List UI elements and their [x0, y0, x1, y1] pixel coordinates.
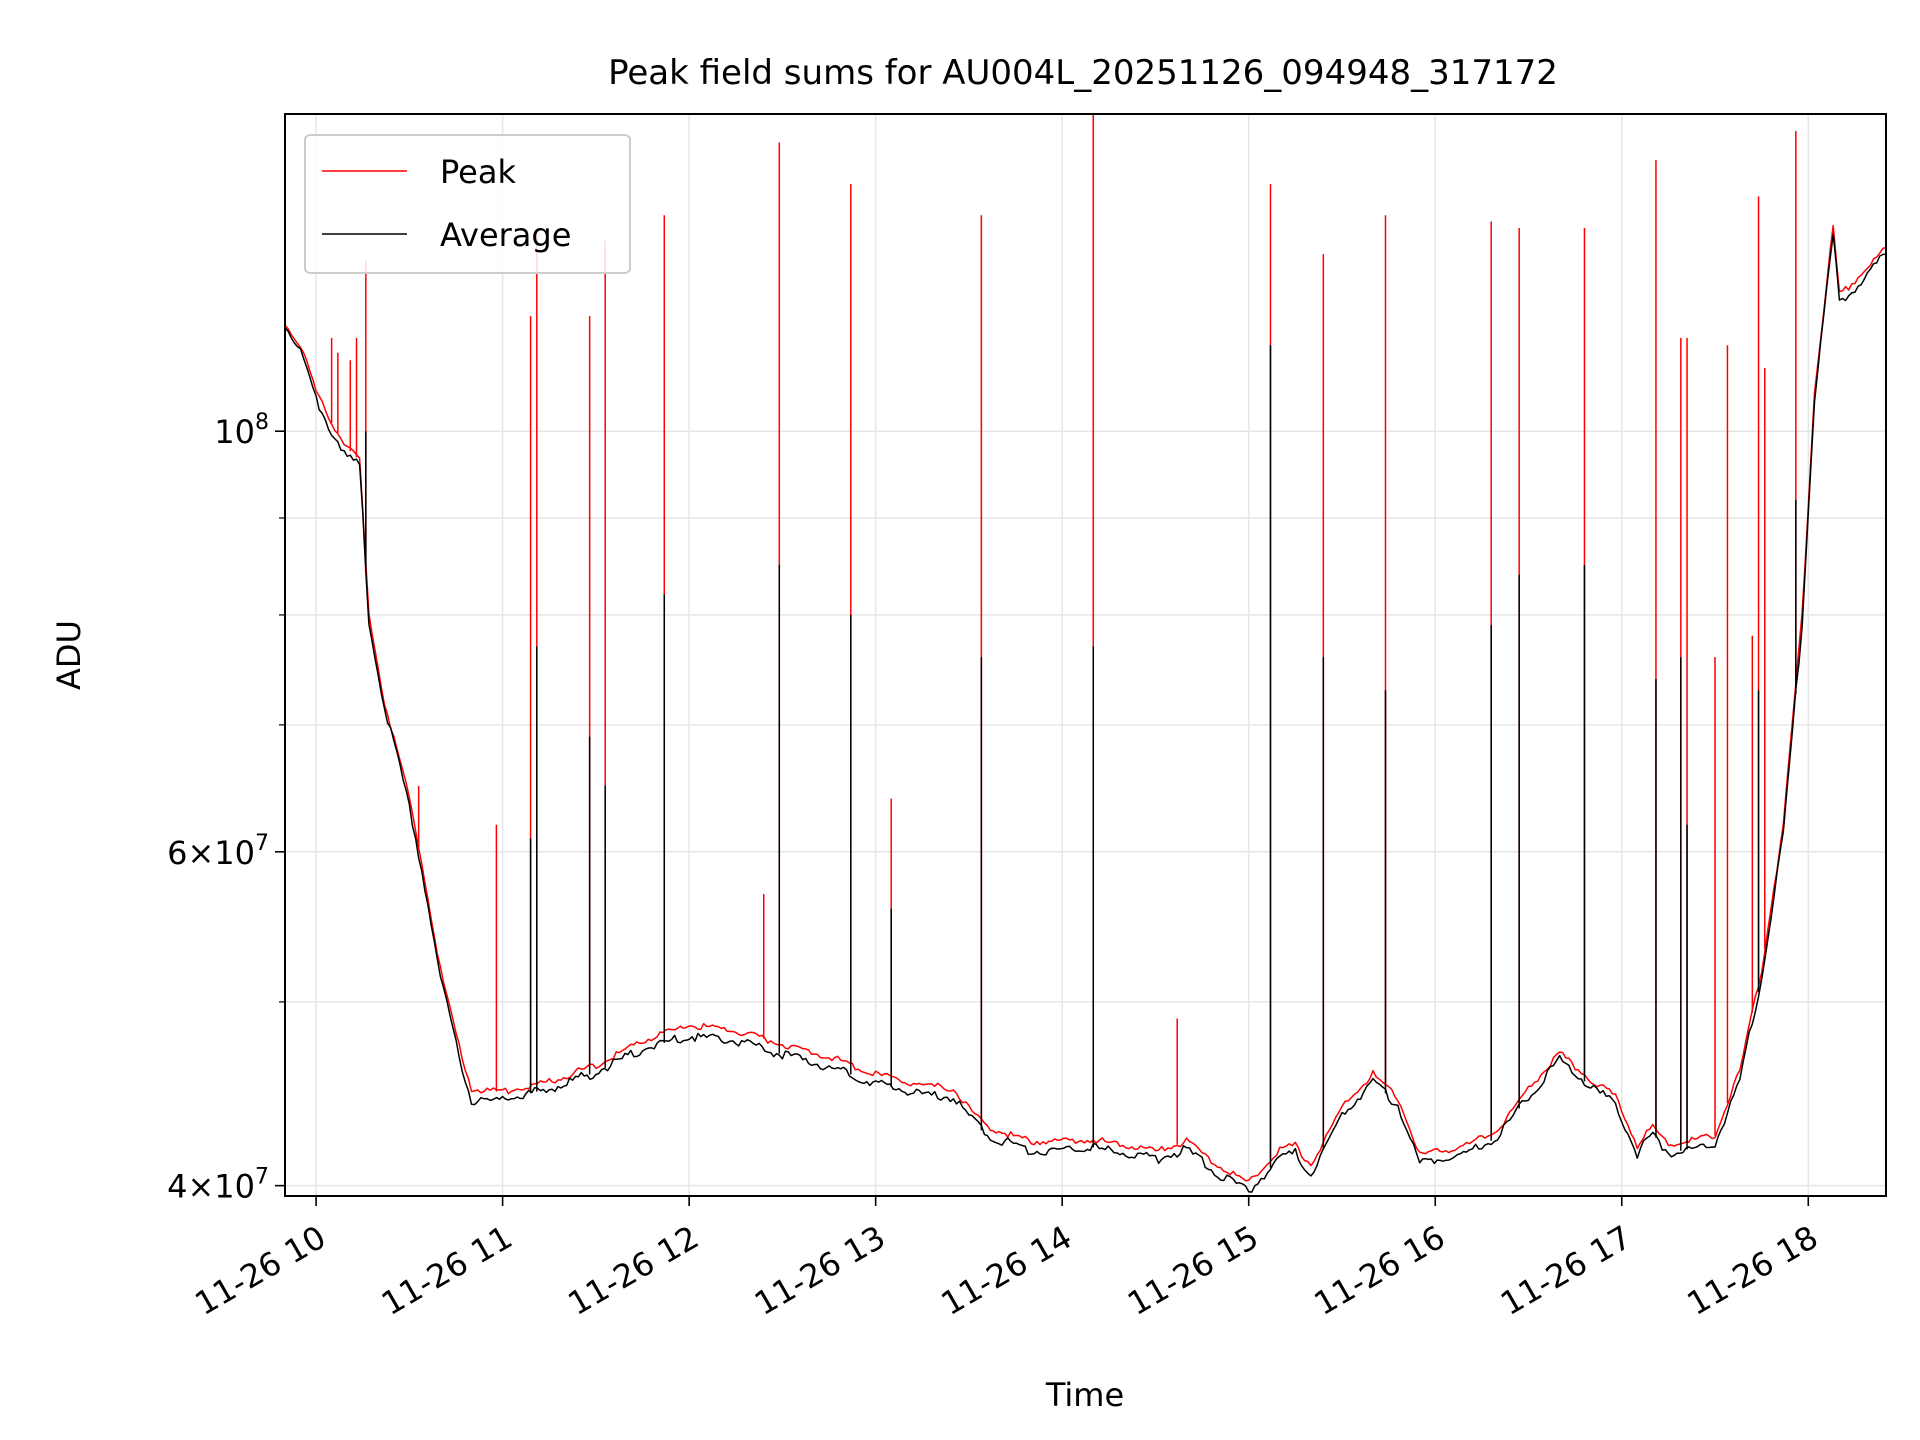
plot-area — [284, 114, 1887, 1193]
series-line-peak — [284, 224, 1887, 1182]
chart-title: Peak field sums for AU004L_20251126_0949… — [608, 53, 1558, 93]
legend-box — [304, 134, 631, 274]
legend-label-average: Average — [440, 216, 571, 254]
y-tick-label: 4×107 — [167, 1165, 269, 1206]
series-line-average — [284, 233, 1887, 1193]
y-tick-label: 6×107 — [167, 831, 269, 872]
grid — [285, 114, 1886, 1196]
legend-label-peak: Peak — [440, 153, 516, 191]
legend: Peak Average — [304, 134, 631, 274]
y-axis-label: ADU — [50, 620, 88, 690]
axes-frame — [284, 113, 1887, 1197]
x-axis-label: Time — [1045, 1376, 1124, 1414]
y-tick-label: 108 — [214, 410, 269, 451]
